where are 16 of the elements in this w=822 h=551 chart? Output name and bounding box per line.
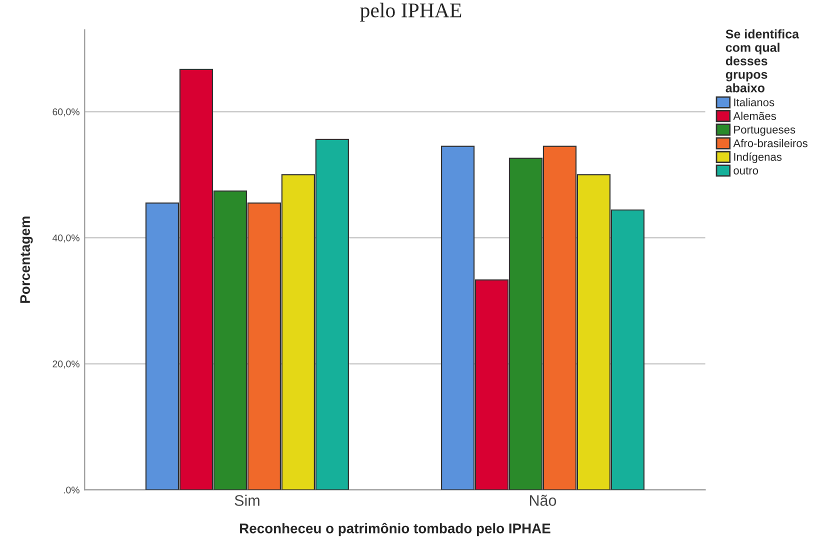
y-tick-label: 20,0% [52,360,80,369]
legend-label: Afro-brasileiros [733,139,808,148]
legend-label: outro [734,167,758,174]
x-tick-label: Não [530,494,556,506]
x-tick-label: Sim [234,494,260,506]
chart-title: pelo IPHAE [360,2,462,22]
y-tick-label: 60,0% [52,108,80,116]
legend-label: Indígenas [734,152,782,164]
legend-label: Alemães [733,112,776,120]
y-tick-label: .0% [64,486,80,494]
legend-title: Se identifica com qual desses grupos abaixo [726,29,800,92]
legend-label: Portugueses [734,126,796,136]
x-axis-title: Reconheceu o patrimônio tombado pelo IPHAE [240,522,550,536]
y-axis-title: Porcentagem [20,216,33,303]
y-tick-label: 40,0% [52,234,80,243]
legend-label: Italianos [734,98,774,106]
